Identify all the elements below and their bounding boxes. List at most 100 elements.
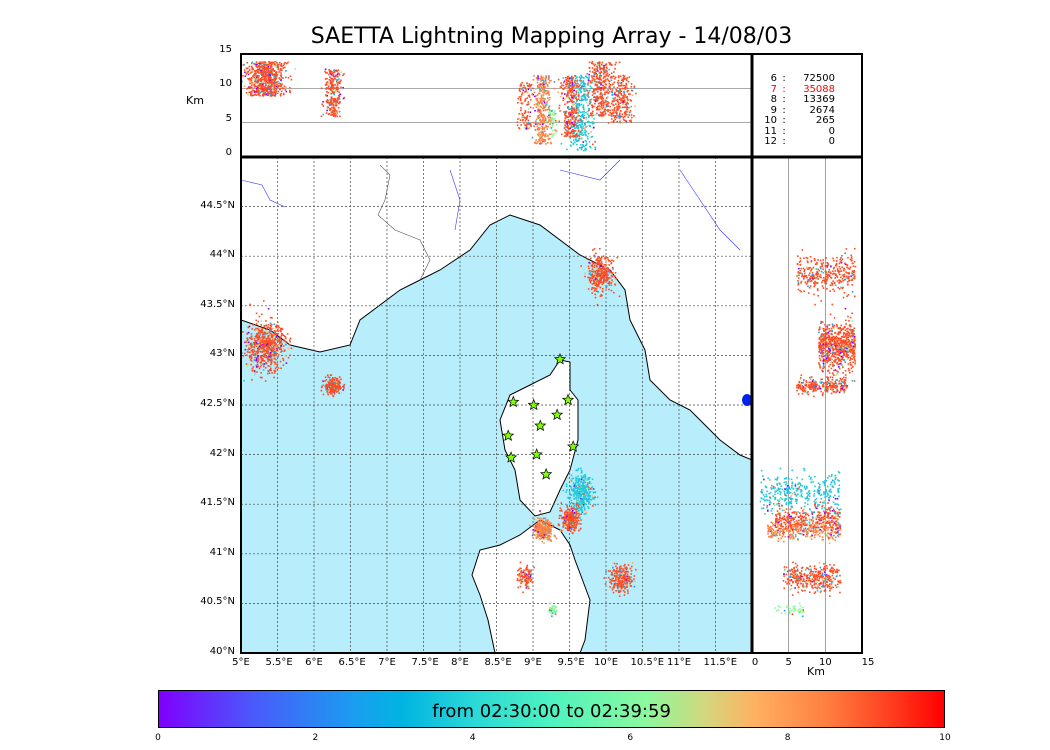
source-point-alt-lat bbox=[829, 313, 832, 316]
source-point-alt-lat bbox=[841, 384, 843, 387]
source-point-alt-lat bbox=[803, 274, 806, 277]
source-point-alt-lat bbox=[778, 502, 781, 505]
source-point bbox=[261, 334, 264, 336]
source-point-alt-lat bbox=[820, 382, 822, 384]
source-point-lon-alt bbox=[256, 79, 259, 82]
source-point-alt-lat bbox=[822, 272, 825, 274]
source-point-lon-alt bbox=[281, 69, 283, 72]
source-point-alt-lat bbox=[838, 471, 841, 474]
source-point-lon-alt bbox=[333, 93, 335, 95]
source-point-alt-lat bbox=[798, 274, 800, 277]
source-point-lon-alt bbox=[262, 67, 265, 70]
source-point-lon-alt bbox=[322, 105, 325, 107]
source-point-alt-lat bbox=[808, 498, 810, 500]
source-point bbox=[261, 358, 264, 360]
source-point-alt-lat bbox=[797, 386, 800, 388]
source-point-lon-alt bbox=[600, 96, 603, 99]
source-point-lon-alt bbox=[582, 145, 585, 148]
source-point bbox=[585, 489, 587, 491]
source-point-lon-alt bbox=[265, 80, 268, 83]
source-point-lon-alt bbox=[267, 71, 269, 74]
source-point-lon-alt bbox=[265, 76, 268, 79]
source-point-alt-lat bbox=[837, 357, 839, 359]
source-point-alt-lat bbox=[853, 275, 856, 278]
source-point-alt-lat bbox=[820, 276, 822, 279]
source-point-lon-alt bbox=[273, 88, 275, 91]
source-point-lon-alt bbox=[566, 148, 568, 151]
source-point-lon-alt bbox=[584, 139, 587, 142]
source-point-alt-lat bbox=[830, 346, 832, 348]
source-point-alt-lat bbox=[810, 269, 812, 272]
source-point-alt-lat bbox=[829, 349, 832, 352]
source-point-lon-alt bbox=[600, 63, 603, 66]
source-point-lon-alt bbox=[590, 112, 592, 115]
source-point bbox=[583, 513, 586, 515]
source-point bbox=[270, 369, 273, 372]
source-point-alt-lat bbox=[783, 490, 786, 493]
source-point-alt-lat bbox=[813, 493, 816, 495]
source-point bbox=[261, 327, 264, 330]
source-point-alt-lat bbox=[847, 276, 850, 279]
source-point-alt-lat bbox=[801, 496, 803, 498]
source-point bbox=[580, 485, 583, 487]
source-point-alt-lat bbox=[824, 331, 827, 334]
source-point-alt-lat bbox=[814, 380, 816, 383]
source-point-alt-lat bbox=[830, 276, 832, 279]
source-point bbox=[589, 280, 592, 282]
source-point bbox=[599, 295, 602, 297]
source-point bbox=[596, 290, 598, 292]
source-point-alt-lat bbox=[812, 384, 815, 386]
source-point-alt-lat bbox=[798, 267, 800, 270]
source-point bbox=[285, 343, 287, 346]
source-point-alt-lat bbox=[828, 365, 830, 368]
source-point bbox=[250, 335, 253, 338]
source-point-lon-alt bbox=[600, 104, 603, 107]
source-point-lon-alt bbox=[582, 85, 585, 88]
source-point bbox=[606, 267, 608, 270]
source-point-alt-lat bbox=[824, 385, 826, 387]
source-point bbox=[607, 274, 609, 276]
source-point-alt-lat bbox=[824, 276, 827, 278]
source-point bbox=[590, 279, 593, 282]
source-point-alt-lat bbox=[843, 389, 845, 392]
source-point-lon-alt bbox=[269, 85, 272, 88]
source-point bbox=[601, 270, 604, 273]
source-point-lon-alt bbox=[593, 90, 595, 93]
source-point-alt-lat bbox=[830, 359, 833, 362]
source-point-alt-lat bbox=[801, 275, 803, 278]
source-point bbox=[338, 388, 341, 390]
source-point-lon-alt bbox=[324, 68, 327, 71]
source-point bbox=[575, 476, 577, 479]
source-point-alt-lat bbox=[851, 279, 854, 281]
source-point-alt-lat bbox=[822, 370, 824, 373]
source-point-lon-alt bbox=[330, 92, 332, 95]
source-point-alt-lat bbox=[834, 353, 837, 355]
source-point-alt-lat bbox=[828, 268, 831, 271]
source-point-alt-lat bbox=[818, 354, 821, 357]
source-point-lon-alt bbox=[596, 65, 598, 68]
source-point-alt-lat bbox=[794, 498, 797, 501]
source-point-alt-lat bbox=[771, 508, 773, 510]
source-point bbox=[263, 325, 266, 327]
source-point-alt-lat bbox=[799, 491, 802, 493]
source-point bbox=[573, 498, 575, 500]
source-point-alt-lat bbox=[802, 267, 805, 270]
source-point-alt-lat bbox=[849, 334, 851, 337]
source-point-alt-lat bbox=[810, 277, 812, 279]
source-point-lon-alt bbox=[609, 63, 611, 66]
source-point bbox=[328, 389, 330, 392]
source-point-alt-lat bbox=[828, 497, 830, 499]
source-point-alt-lat bbox=[818, 485, 821, 488]
source-point-lon-alt bbox=[275, 72, 278, 75]
source-point-lon-alt bbox=[580, 125, 582, 128]
source-point-lon-alt bbox=[586, 125, 589, 128]
source-point bbox=[253, 338, 256, 340]
source-point-lon-alt bbox=[250, 84, 253, 86]
source-point-lon-alt bbox=[257, 65, 260, 67]
source-point-alt-lat bbox=[833, 324, 836, 327]
source-point-alt-lat bbox=[829, 483, 832, 486]
source-point-alt-lat bbox=[797, 288, 800, 291]
source-point-lon-alt bbox=[593, 79, 596, 82]
source-point bbox=[567, 497, 570, 499]
source-point-lon-alt bbox=[582, 80, 585, 83]
